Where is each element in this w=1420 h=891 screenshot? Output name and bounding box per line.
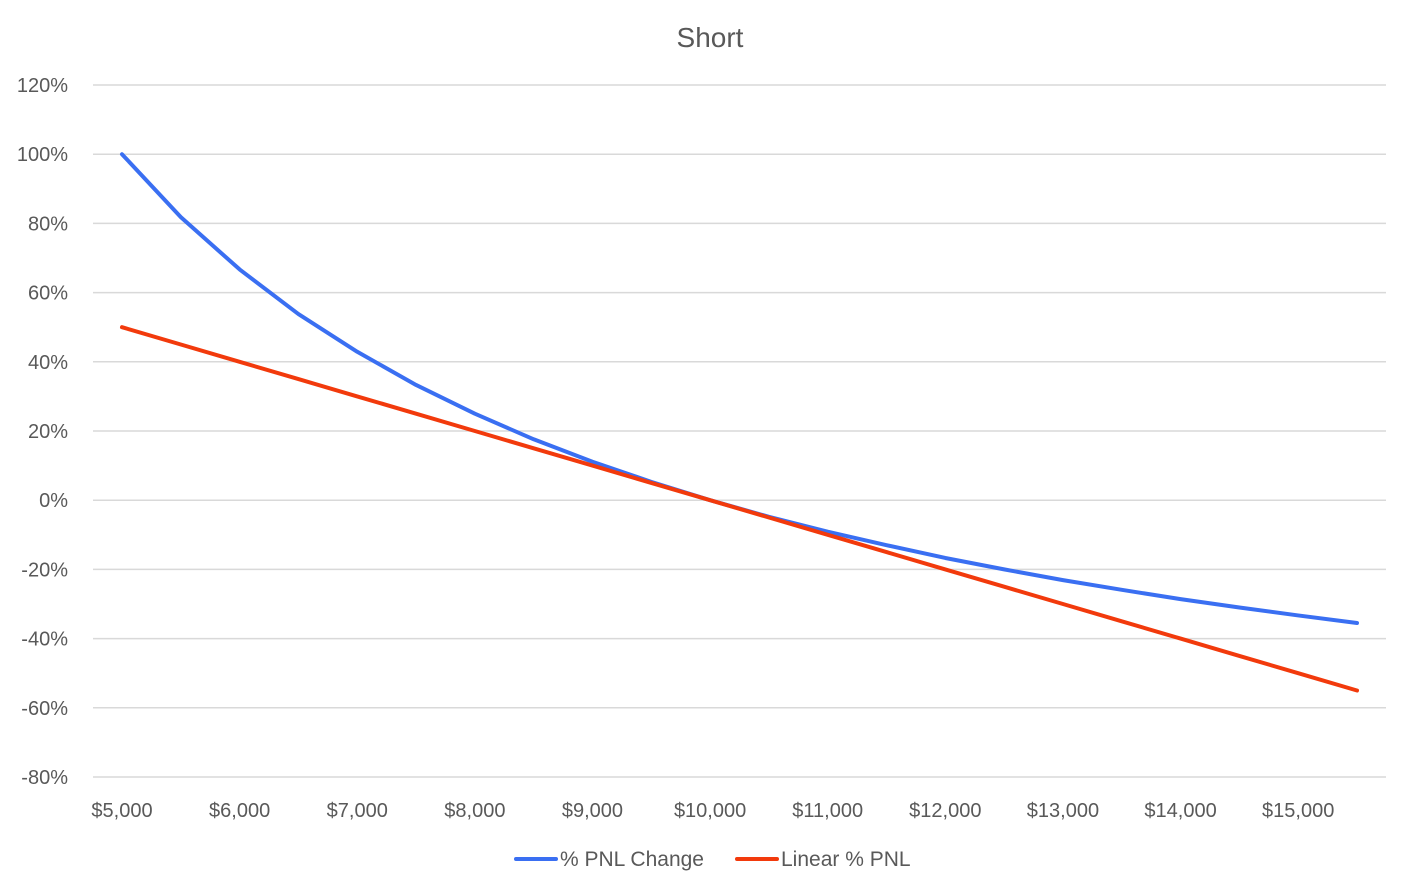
y-axis-tick-labels: 120% 100% 80% 60% 40% 20% 0% -20% -40% -60% -80% [17,75,68,789]
x-tick-label: $9,000 [562,800,623,822]
y-tick-label: -60% [21,698,68,720]
y-tick-label: -20% [21,559,68,581]
x-tick-label: $14,000 [1144,800,1216,822]
series-lines [120,152,1359,693]
x-tick-label: $10,000 [674,800,746,822]
legend: % PNL Change Linear % PNL [514,848,911,871]
y-tick-label: -80% [21,767,68,789]
x-tick-label: $13,000 [1027,800,1099,822]
series-line-1 [120,152,1359,626]
x-tick-label: $7,000 [327,800,388,822]
x-axis-tick-labels: $5,000 $6,000 $7,000 $8,000 $9,000 $10,000 $11… [91,800,1334,822]
chart-title: Short [677,22,744,53]
y-tick-label: 20% [28,421,68,443]
gridlines [93,84,1386,778]
legend-item-1: % PNL Change [514,848,704,871]
x-tick-label: $11,000 [792,800,863,822]
x-tick-label: $15,000 [1262,800,1334,822]
legend-item-2: Linear % PNL [735,848,911,871]
x-tick-label: $12,000 [909,800,981,822]
y-tick-label: 80% [28,213,68,235]
y-tick-label: 100% [17,144,68,166]
x-tick-label: $8,000 [444,800,505,822]
x-tick-label: $6,000 [209,800,270,822]
y-tick-label: -40% [21,629,68,651]
y-tick-label: 40% [28,352,68,374]
legend-label: % PNL Change [560,848,704,871]
series-line-2 [120,325,1359,693]
y-tick-label: 120% [17,75,68,97]
x-tick-label: $5,000 [91,800,152,822]
y-tick-label: 60% [28,283,68,305]
legend-label: Linear % PNL [781,848,911,871]
y-tick-label: 0% [39,490,68,512]
